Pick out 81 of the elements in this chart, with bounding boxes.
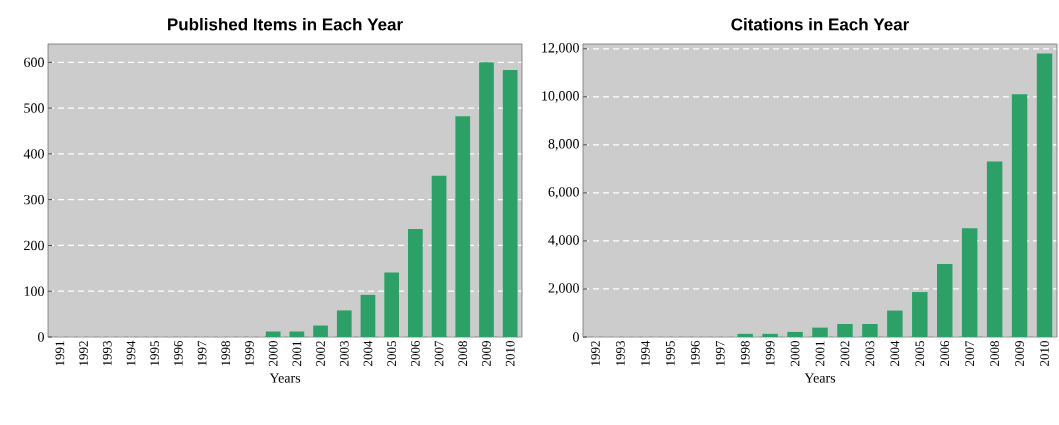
y-tick-label: 6,000 <box>548 187 579 199</box>
bar <box>737 333 753 337</box>
bar <box>787 331 803 337</box>
y-tick-label: 400 <box>23 149 44 159</box>
bar <box>1036 53 1053 337</box>
bar <box>289 331 305 337</box>
bar <box>862 324 878 337</box>
x-tick-label: 1994 <box>641 340 650 366</box>
x-tick-label: 2001 <box>292 341 302 366</box>
x-tick-label: 2010 <box>505 341 515 366</box>
x-tick-label: 2009 <box>1015 341 1024 366</box>
chart-title: Published Items in Each Year <box>168 17 403 31</box>
x-tick-label: 2008 <box>990 341 1000 366</box>
y-tick-label: 600 <box>24 57 44 68</box>
y-tick-label: 100 <box>24 286 44 296</box>
bar <box>455 116 471 337</box>
x-tick-label: 2009 <box>482 341 491 366</box>
x-tick-label: 2005 <box>915 341 925 366</box>
bar <box>313 325 328 337</box>
bar <box>479 62 494 337</box>
bar <box>887 310 903 337</box>
bar <box>912 292 928 337</box>
y-tick-label: 8,000 <box>548 139 579 151</box>
x-tick-label: 1998 <box>740 341 750 366</box>
bar <box>986 161 1003 337</box>
bar <box>812 327 828 337</box>
x-tick-label: 2001 <box>815 341 825 366</box>
y-tick-label: 0 <box>573 332 579 342</box>
y-tick-label: 300 <box>24 194 44 205</box>
x-axis-title: Years <box>804 373 836 383</box>
bar <box>502 70 518 337</box>
x-tick-label: 1999 <box>245 341 254 366</box>
x-tick-label: 1998 <box>221 341 231 366</box>
bar <box>408 228 423 337</box>
x-tick-label: 2002 <box>316 341 325 366</box>
y-tick-label: 500 <box>24 103 44 113</box>
x-tick-label: 1991 <box>55 341 65 366</box>
x-tick-label: 2002 <box>840 341 850 366</box>
x-tick-label: 2007 <box>434 340 444 366</box>
y-tick-label: 0 <box>38 332 44 342</box>
x-tick-label: 2000 <box>268 341 278 366</box>
bar <box>265 331 281 337</box>
x-tick-label: 2003 <box>339 341 349 366</box>
x-tick-label: 2010 <box>1040 341 1049 366</box>
x-tick-label: 1999 <box>765 341 775 366</box>
x-tick-label: 2004 <box>363 340 373 366</box>
bar <box>937 263 953 337</box>
x-tick-label: 2006 <box>940 340 950 366</box>
y-tick-label: 4,000 <box>548 235 579 247</box>
x-tick-label: 1997 <box>715 340 725 366</box>
x-tick-label: 2003 <box>865 341 875 366</box>
bar <box>961 228 978 337</box>
x-tick-label: 2005 <box>387 341 397 366</box>
y-tick-label: 12,000 <box>542 43 579 55</box>
x-tick-label: 1992 <box>591 341 600 366</box>
bar <box>360 294 376 337</box>
bar <box>384 272 400 337</box>
x-tick-label: 1995 <box>150 341 160 366</box>
bar <box>1011 94 1028 337</box>
x-tick-label: 2000 <box>790 341 800 366</box>
x-tick-label: 1993 <box>616 341 625 366</box>
x-tick-label: 1995 <box>665 341 675 366</box>
x-tick-label: 1992 <box>79 341 88 366</box>
x-tick-label: 1996 <box>173 340 183 366</box>
chart-title: Citations in Each Year <box>731 17 910 31</box>
x-axis-title: Years <box>269 373 301 383</box>
x-tick-label: 1993 <box>102 341 112 366</box>
y-tick-label: 2,000 <box>548 283 579 295</box>
x-tick-label: 1994 <box>126 340 136 366</box>
x-tick-label: 2008 <box>458 341 468 366</box>
x-tick-label: 1997 <box>197 340 207 366</box>
x-tick-label: 2006 <box>410 340 420 366</box>
bar <box>431 175 447 337</box>
x-tick-label: 1996 <box>690 340 700 366</box>
bar <box>336 310 352 337</box>
bar <box>837 324 853 337</box>
x-tick-label: 2004 <box>890 340 900 366</box>
y-tick-label: 200 <box>24 240 44 251</box>
y-tick-label: 10,000 <box>542 91 579 103</box>
x-tick-label: 2007 <box>965 340 975 366</box>
bar <box>762 333 778 337</box>
